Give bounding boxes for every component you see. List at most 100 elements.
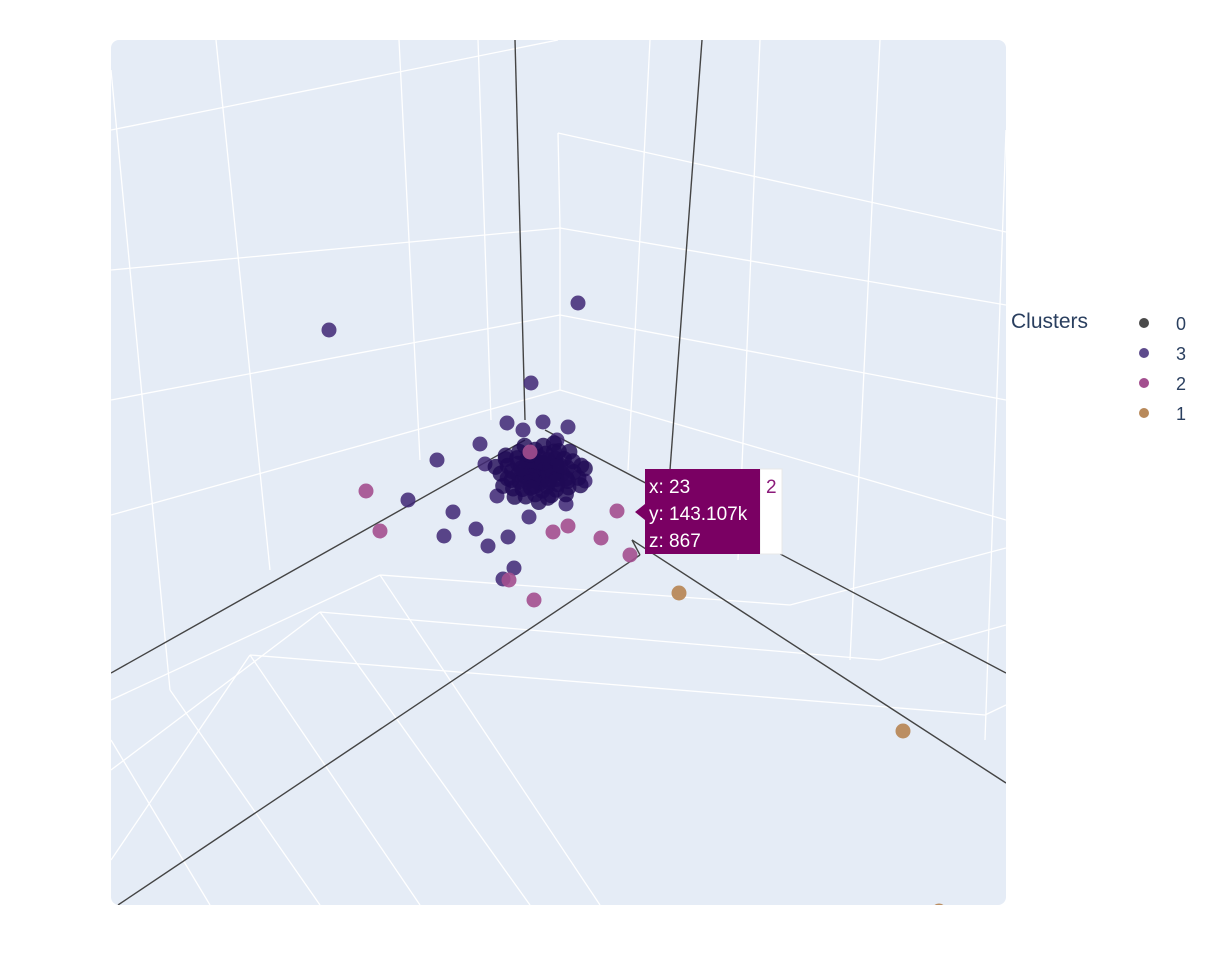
cluster-2-point[interactable] (560, 518, 576, 534)
data-points[interactable] (321, 295, 947, 919)
legend-item-3[interactable]: 3 (1139, 344, 1186, 364)
legend: Clusters 0 3 2 1 (1011, 310, 1186, 424)
legend-label-3: 3 (1176, 344, 1186, 364)
cluster-3-core-point[interactable] (499, 470, 516, 487)
axis-line (117, 554, 641, 905)
cluster-3-point[interactable] (321, 322, 337, 338)
legend-marker-2 (1139, 378, 1149, 388)
cluster-3-point[interactable] (472, 436, 488, 452)
cluster-1-point[interactable] (895, 723, 911, 739)
legend-marker-0 (1139, 318, 1149, 328)
cluster-2-point[interactable] (622, 547, 638, 563)
grid-line (111, 69, 171, 691)
cluster-2-point[interactable] (522, 444, 538, 460)
grid-line (111, 611, 321, 771)
grid-line (984, 129, 1006, 741)
cluster-2-point[interactable] (526, 592, 542, 608)
cluster-3-core-point[interactable] (534, 454, 551, 471)
grid-line (557, 132, 1006, 233)
cluster-1-point[interactable] (931, 903, 947, 919)
grid-line (319, 611, 531, 905)
cluster-3-point[interactable] (521, 509, 537, 525)
axis-lines (111, 40, 1006, 905)
grid-line (398, 40, 421, 461)
grid-line (789, 547, 1006, 606)
grid-line (984, 704, 1006, 716)
legend-label-2: 2 (1176, 374, 1186, 394)
hover-z-text: z: 867 (649, 531, 701, 552)
grid-line (559, 227, 1006, 306)
grid-line (249, 654, 986, 716)
cluster-3-point[interactable] (429, 452, 445, 468)
hover-tooltip: x: 23 y: 143.107k z: 867 2 (635, 468, 783, 555)
grid-line (557, 132, 561, 229)
grid-line (379, 574, 601, 905)
grid-line (559, 314, 1006, 401)
cluster-3-core-point[interactable] (576, 460, 593, 477)
grid-line (215, 40, 271, 571)
grid-line (111, 389, 561, 516)
cluster-3-point[interactable] (499, 415, 515, 431)
cluster-3-core-point[interactable] (497, 447, 514, 464)
cluster-3-point[interactable] (515, 422, 531, 438)
axis-line (631, 539, 641, 556)
legend-marker-3 (1139, 348, 1149, 358)
cluster-3-point[interactable] (535, 414, 551, 430)
cluster-2-point[interactable] (501, 572, 517, 588)
cluster-3-core-point[interactable] (550, 443, 567, 460)
legend-item-0[interactable]: 0 (1139, 314, 1186, 334)
cluster-2-point[interactable] (358, 483, 374, 499)
cluster-3-core-point[interactable] (513, 460, 530, 477)
grid-line (111, 314, 561, 401)
grid-line (627, 40, 651, 471)
grid-line (111, 574, 381, 701)
cluster-3-core-point[interactable] (552, 457, 569, 474)
legend-label-0: 0 (1176, 314, 1186, 334)
cluster-2-point[interactable] (593, 530, 609, 546)
axis-line (514, 40, 526, 421)
cluster-2-point[interactable] (609, 503, 625, 519)
cluster-3-core-point[interactable] (559, 473, 576, 489)
grid-line (249, 654, 421, 905)
cluster-3-point[interactable] (560, 419, 576, 435)
hover-series-name: 2 (766, 477, 777, 498)
grid-line (477, 40, 492, 421)
cluster-2-point[interactable] (545, 524, 561, 540)
cluster-3-point[interactable] (436, 528, 452, 544)
legend-title: Clusters (1011, 310, 1088, 333)
legend-item-1[interactable]: 1 (1139, 404, 1186, 424)
cluster-3-core-point[interactable] (522, 479, 539, 496)
grid-line (879, 624, 1006, 661)
hover-x-text: x: 23 (649, 477, 690, 498)
grid-line (379, 574, 791, 606)
cluster-3-point[interactable] (468, 521, 484, 537)
cluster-3-point[interactable] (400, 492, 416, 508)
cluster-3-point[interactable] (480, 538, 496, 554)
grid-line (319, 611, 881, 661)
cluster-2-point[interactable] (372, 523, 388, 539)
cluster-3-core-point[interactable] (540, 473, 557, 490)
legend-marker-1 (1139, 408, 1149, 418)
grid-line (849, 40, 881, 661)
axis-line (111, 439, 526, 674)
cluster-3-point[interactable] (500, 529, 516, 545)
cluster-3-core-point[interactable] (539, 489, 556, 506)
hover-pointer (635, 469, 760, 554)
cluster-1-point[interactable] (671, 585, 687, 601)
legend-item-2[interactable]: 2 (1139, 374, 1186, 394)
cluster-3-point[interactable] (523, 375, 539, 391)
grid-line (559, 389, 1006, 521)
legend-label-1: 1 (1176, 404, 1186, 424)
grid-line (111, 739, 211, 905)
grid-line (169, 689, 321, 905)
cluster-3-point[interactable] (506, 560, 522, 576)
axis-line (669, 40, 703, 471)
hover-y-text: y: 143.107k (649, 504, 748, 525)
cluster-3-point[interactable] (570, 295, 586, 311)
grid-line (111, 654, 251, 861)
grid-line (111, 40, 559, 131)
cluster-3-point[interactable] (445, 504, 461, 520)
axis-line (631, 539, 1006, 784)
grid-lines (111, 40, 1006, 905)
